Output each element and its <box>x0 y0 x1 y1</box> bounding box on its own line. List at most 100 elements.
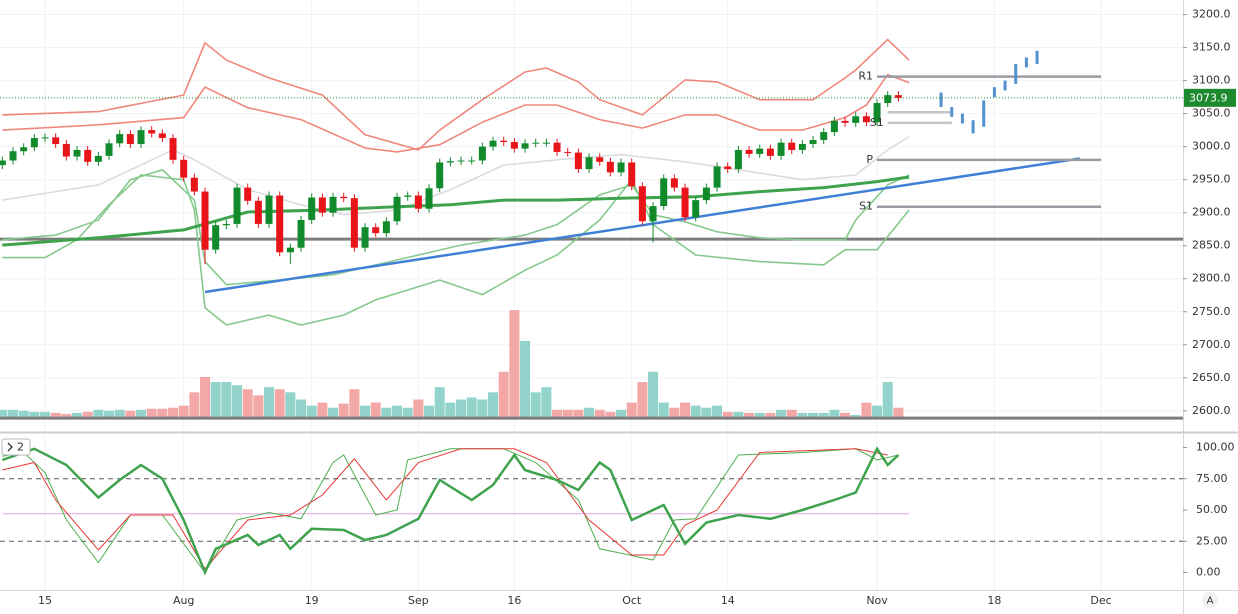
volume-bar <box>872 405 883 418</box>
pane-toggle[interactable] <box>1 438 31 456</box>
volume-bar <box>296 399 307 418</box>
candle-body <box>798 143 806 150</box>
volume-bar <box>72 412 83 418</box>
candle-body <box>148 130 156 134</box>
y-tick-label: 2900.0 <box>1192 206 1231 219</box>
y-tick-label: 3150.0 <box>1192 41 1231 54</box>
pivot-label: S1 <box>870 116 884 129</box>
candle-body <box>489 140 497 147</box>
candle-body <box>521 143 529 149</box>
candle-body <box>20 147 28 152</box>
volume-bar <box>712 405 723 418</box>
candle-body <box>265 195 273 224</box>
x-tick-label: 19 <box>305 594 319 607</box>
candle-body <box>596 157 604 162</box>
volume-bar <box>29 411 40 418</box>
volume-bar <box>264 387 275 418</box>
auto-scale-icon: A <box>1207 596 1214 607</box>
candle-body <box>382 221 390 234</box>
x-tick-label: Aug <box>173 594 194 607</box>
candle-body <box>158 133 166 139</box>
band-line <box>2 38 910 151</box>
volume-bar <box>594 409 605 418</box>
candle-body <box>852 116 860 123</box>
volume-bar <box>669 407 680 418</box>
volume-bar <box>82 411 93 418</box>
volume-bar <box>370 402 381 418</box>
candle-body <box>585 157 593 170</box>
candle-body <box>510 142 518 149</box>
candle-body <box>201 191 209 250</box>
volume-bar <box>178 405 189 418</box>
candle-body <box>564 151 572 153</box>
candle-body <box>0 160 6 166</box>
volume-bar <box>530 392 541 418</box>
candle-body <box>574 152 582 170</box>
volume-bar <box>840 412 851 418</box>
band-line <box>2 168 910 286</box>
volume-bar <box>125 410 136 418</box>
y-tick-label: 75.00 <box>1196 472 1228 485</box>
candle-body <box>254 200 262 224</box>
candle-body <box>862 116 870 123</box>
candle-body <box>756 148 764 154</box>
volume-bar <box>690 405 701 418</box>
volume-bar <box>285 392 296 418</box>
band-line <box>2 136 910 216</box>
y-tick-label: 2800.0 <box>1192 272 1231 285</box>
candle-body <box>116 134 124 144</box>
y-tick-label: 2750.0 <box>1192 305 1231 318</box>
y-tick-label: 0.00 <box>1196 566 1221 579</box>
oscillator-line <box>1 446 900 576</box>
volume-bar <box>168 407 179 418</box>
auto-scale-button[interactable] <box>1202 592 1218 608</box>
candle-body <box>436 162 444 189</box>
candle-body <box>894 95 902 98</box>
candle-body <box>233 187 241 224</box>
oscillator-line <box>2 448 888 570</box>
candle-body <box>702 187 710 201</box>
volume-bar <box>605 411 616 418</box>
volume-bar <box>40 411 51 418</box>
candle-body <box>542 142 550 144</box>
candle-body <box>745 149 753 154</box>
pane-label: 2 <box>17 441 24 454</box>
volume-bar <box>701 407 712 418</box>
y-tick-label: 3100.0 <box>1192 74 1231 87</box>
pivot-label: R1 <box>858 70 873 83</box>
volume-bar <box>786 409 797 418</box>
candle-body <box>478 146 486 161</box>
candle-body <box>777 142 785 156</box>
candle-body <box>212 225 220 250</box>
volume-bar <box>242 389 253 418</box>
candle-body <box>681 187 689 218</box>
candle-body <box>350 198 358 248</box>
volume-bar <box>637 382 648 418</box>
volume-bar <box>61 413 72 418</box>
candle-body <box>286 247 294 253</box>
volume-bar <box>765 412 776 418</box>
candle-body <box>222 223 230 226</box>
volume-bar <box>797 412 808 418</box>
candle-body <box>137 130 145 144</box>
volume-bar <box>573 409 584 418</box>
candle-body <box>361 227 369 248</box>
volume-bar <box>232 385 243 418</box>
last-price-label: 3073.9 <box>1189 91 1228 104</box>
volume-bar <box>744 412 755 418</box>
candle-body <box>329 196 337 213</box>
candle-body <box>628 162 636 187</box>
volume-bar <box>893 407 904 418</box>
volume-bar <box>722 411 733 418</box>
candle-body <box>553 142 561 152</box>
candle-body <box>62 143 70 157</box>
volume-bar <box>616 409 627 418</box>
volume-bar <box>850 414 861 418</box>
volume-bar <box>306 405 317 418</box>
y-tick-label: 100.00 <box>1196 441 1235 454</box>
candle-body <box>244 187 252 201</box>
volume-bar <box>210 382 221 418</box>
volume-bar <box>413 399 424 418</box>
volume-bar <box>136 409 147 418</box>
x-tick-label: Sep <box>408 594 429 607</box>
